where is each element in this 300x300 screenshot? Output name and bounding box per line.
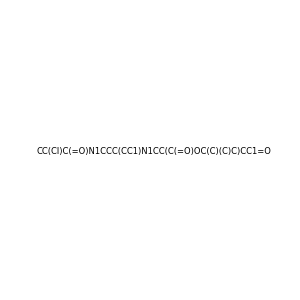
Text: CC(Cl)C(=O)N1CCC(CC1)N1CC(C(=O)OC(C)(C)C)CC1=O: CC(Cl)C(=O)N1CCC(CC1)N1CC(C(=O)OC(C)(C)C…	[36, 147, 271, 156]
